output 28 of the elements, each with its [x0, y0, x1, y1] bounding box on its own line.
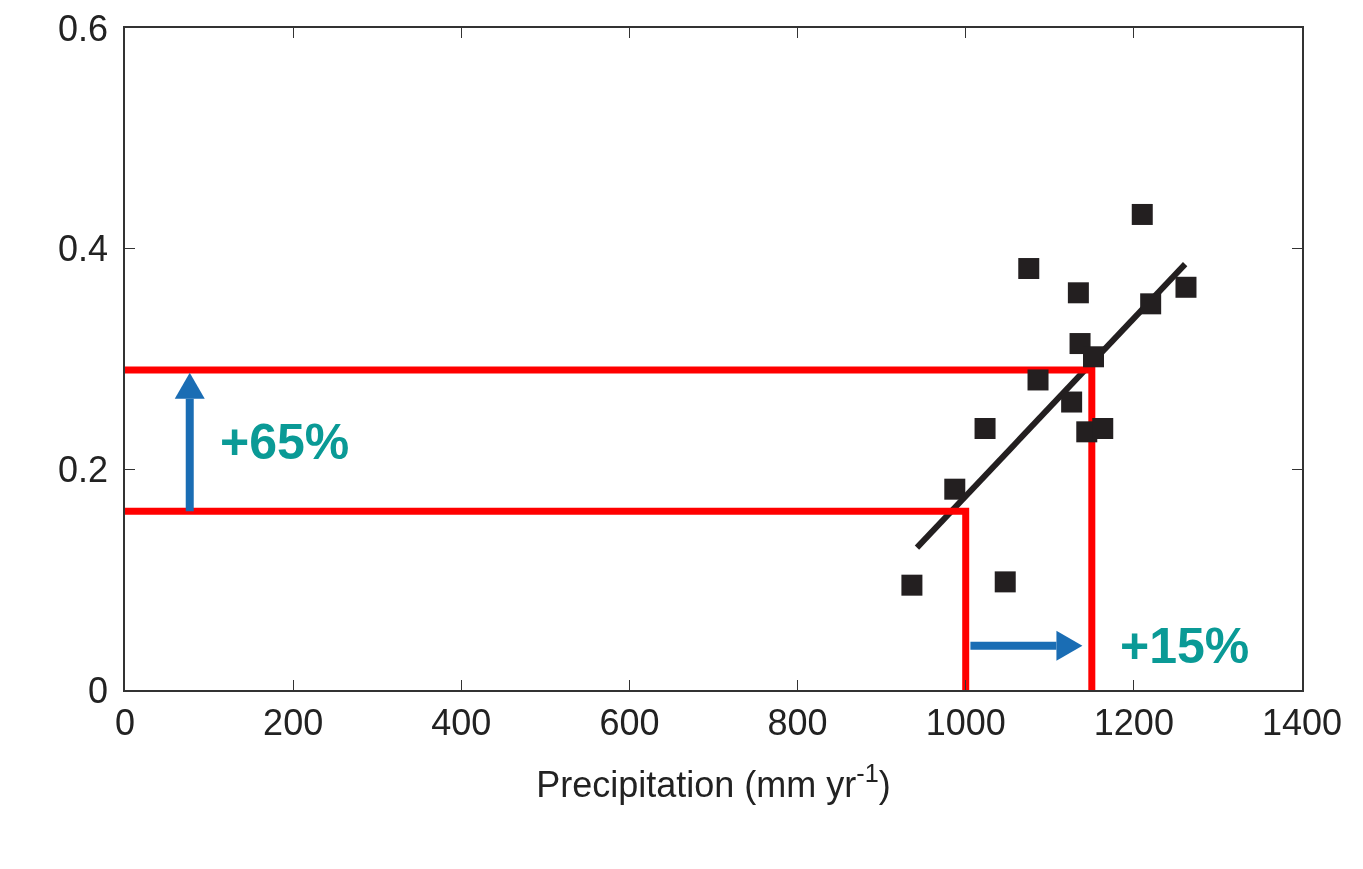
y-tick-label: 0.4 — [58, 228, 109, 270]
point — [1061, 391, 1083, 413]
x-tick-label: 1000 — [925, 701, 1006, 743]
point — [1131, 203, 1153, 225]
annotation: +65% — [220, 414, 350, 470]
point — [1018, 258, 1040, 280]
point — [901, 574, 923, 596]
point — [1092, 418, 1114, 440]
point — [1175, 276, 1197, 298]
point — [1140, 293, 1162, 315]
x-tick-label: 800 — [767, 701, 828, 743]
point — [944, 478, 966, 500]
x-axis-title: Precipitation (mm yr$^{-1}$) — [536, 759, 891, 806]
point — [1067, 282, 1089, 304]
x-tick-label: 600 — [599, 701, 660, 743]
point — [1027, 369, 1049, 391]
x-tick-label: 1200 — [1093, 701, 1174, 743]
annotation: +15% — [1120, 618, 1250, 674]
point — [1083, 346, 1104, 368]
point — [994, 571, 1016, 593]
x-tick-label: 200 — [263, 701, 324, 743]
x-tick-label: 1400 — [1261, 701, 1343, 743]
point — [974, 418, 996, 440]
y-tick-label: 0.6 — [58, 7, 109, 49]
y-tick-label: 0 — [88, 669, 109, 711]
x-tick-label: 0 — [114, 701, 136, 743]
y-tick-label: 0.2 — [58, 448, 109, 490]
x-tick-label: 400 — [431, 701, 492, 743]
